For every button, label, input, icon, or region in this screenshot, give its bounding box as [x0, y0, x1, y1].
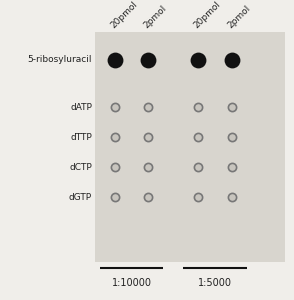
- Point: [113, 165, 117, 170]
- Point: [196, 58, 200, 62]
- Point: [230, 165, 234, 170]
- Text: dTTP: dTTP: [70, 133, 92, 142]
- FancyBboxPatch shape: [95, 32, 285, 262]
- Point: [196, 135, 200, 140]
- Text: 1:5000: 1:5000: [198, 278, 232, 288]
- Text: dCTP: dCTP: [69, 163, 92, 172]
- Point: [230, 105, 234, 110]
- Text: 20pmol: 20pmol: [109, 0, 139, 30]
- Point: [113, 195, 117, 200]
- Text: 2pmol: 2pmol: [142, 4, 168, 30]
- Text: 1:10000: 1:10000: [111, 278, 151, 288]
- Point: [230, 135, 234, 140]
- Point: [230, 58, 234, 62]
- Text: dATP: dATP: [70, 103, 92, 112]
- Point: [146, 58, 150, 62]
- Point: [230, 195, 234, 200]
- Point: [196, 165, 200, 170]
- Point: [113, 105, 117, 110]
- Point: [196, 195, 200, 200]
- Text: dGTP: dGTP: [69, 193, 92, 202]
- Point: [196, 105, 200, 110]
- Point: [113, 58, 117, 62]
- Point: [146, 105, 150, 110]
- Point: [113, 135, 117, 140]
- Point: [146, 165, 150, 170]
- Point: [146, 135, 150, 140]
- Text: 20pmol: 20pmol: [192, 0, 222, 30]
- Text: 5-ribosyluracil: 5-ribosyluracil: [28, 56, 92, 64]
- Text: 2pmol: 2pmol: [225, 4, 252, 30]
- Point: [146, 195, 150, 200]
